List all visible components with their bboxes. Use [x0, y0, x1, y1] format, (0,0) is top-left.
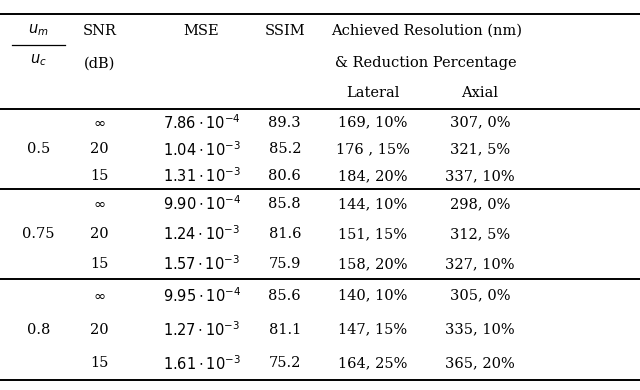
Text: 20: 20 — [90, 323, 109, 337]
Text: 176 , 15%: 176 , 15% — [335, 142, 410, 156]
Text: Axial: Axial — [461, 86, 499, 100]
Text: 85.6: 85.6 — [269, 289, 301, 303]
Text: $9.90 \cdot 10^{-4}$: $9.90 \cdot 10^{-4}$ — [163, 195, 241, 213]
Text: (dB): (dB) — [83, 56, 115, 70]
Text: $\infty$: $\infty$ — [93, 289, 106, 303]
Text: 85.2: 85.2 — [269, 142, 301, 156]
Text: 75.2: 75.2 — [269, 356, 301, 370]
Text: 85.8: 85.8 — [269, 197, 301, 211]
Text: 15: 15 — [90, 356, 108, 370]
Text: 169, 10%: 169, 10% — [338, 115, 407, 129]
Text: $7.86 \cdot 10^{-4}$: $7.86 \cdot 10^{-4}$ — [163, 113, 241, 132]
Text: $1.27 \cdot 10^{-3}$: $1.27 \cdot 10^{-3}$ — [163, 320, 240, 339]
Text: $1.31 \cdot 10^{-3}$: $1.31 \cdot 10^{-3}$ — [163, 167, 241, 185]
Text: $1.24 \cdot 10^{-3}$: $1.24 \cdot 10^{-3}$ — [163, 225, 240, 243]
Text: 80.6: 80.6 — [268, 169, 301, 183]
Text: $\infty$: $\infty$ — [93, 115, 106, 129]
Text: $1.04 \cdot 10^{-3}$: $1.04 \cdot 10^{-3}$ — [163, 140, 241, 158]
Text: 151, 15%: 151, 15% — [338, 227, 407, 241]
Text: 81.1: 81.1 — [269, 323, 301, 337]
Text: 335, 10%: 335, 10% — [445, 323, 515, 337]
Text: & Reduction Percentage: & Reduction Percentage — [335, 56, 517, 70]
Text: 140, 10%: 140, 10% — [338, 289, 407, 303]
Text: $9.95 \cdot 10^{-4}$: $9.95 \cdot 10^{-4}$ — [163, 286, 241, 305]
Text: 312, 5%: 312, 5% — [450, 227, 510, 241]
Text: 365, 20%: 365, 20% — [445, 356, 515, 370]
Text: 305, 0%: 305, 0% — [450, 289, 510, 303]
Text: $1.57 \cdot 10^{-3}$: $1.57 \cdot 10^{-3}$ — [163, 255, 240, 273]
Text: 164, 25%: 164, 25% — [338, 356, 407, 370]
Text: 337, 10%: 337, 10% — [445, 169, 515, 183]
Text: 307, 0%: 307, 0% — [450, 115, 510, 129]
Text: 184, 20%: 184, 20% — [338, 169, 407, 183]
Text: 327, 10%: 327, 10% — [445, 257, 515, 271]
Text: 0.8: 0.8 — [27, 323, 50, 337]
Text: $u_c$: $u_c$ — [30, 52, 47, 68]
Text: 321, 5%: 321, 5% — [450, 142, 510, 156]
Text: 0.75: 0.75 — [22, 227, 54, 241]
Text: 81.6: 81.6 — [269, 227, 301, 241]
Text: 147, 15%: 147, 15% — [338, 323, 407, 337]
Text: SSIM: SSIM — [264, 24, 305, 38]
Text: SNR: SNR — [83, 24, 116, 38]
Text: 0.5: 0.5 — [27, 142, 50, 156]
Text: 15: 15 — [90, 169, 108, 183]
Text: $1.61 \cdot 10^{-3}$: $1.61 \cdot 10^{-3}$ — [163, 354, 241, 373]
Text: 20: 20 — [90, 227, 109, 241]
Text: $u_m$: $u_m$ — [28, 23, 49, 38]
Text: 144, 10%: 144, 10% — [338, 197, 407, 211]
Text: 298, 0%: 298, 0% — [450, 197, 510, 211]
Text: MSE: MSE — [184, 24, 220, 38]
Text: 89.3: 89.3 — [269, 115, 301, 129]
Text: $\infty$: $\infty$ — [93, 197, 106, 211]
Text: 20: 20 — [90, 142, 109, 156]
Text: 15: 15 — [90, 257, 108, 271]
Text: Lateral: Lateral — [346, 86, 399, 100]
Text: 158, 20%: 158, 20% — [338, 257, 407, 271]
Text: Achieved Resolution (nm): Achieved Resolution (nm) — [331, 24, 522, 38]
Text: 75.9: 75.9 — [269, 257, 301, 271]
